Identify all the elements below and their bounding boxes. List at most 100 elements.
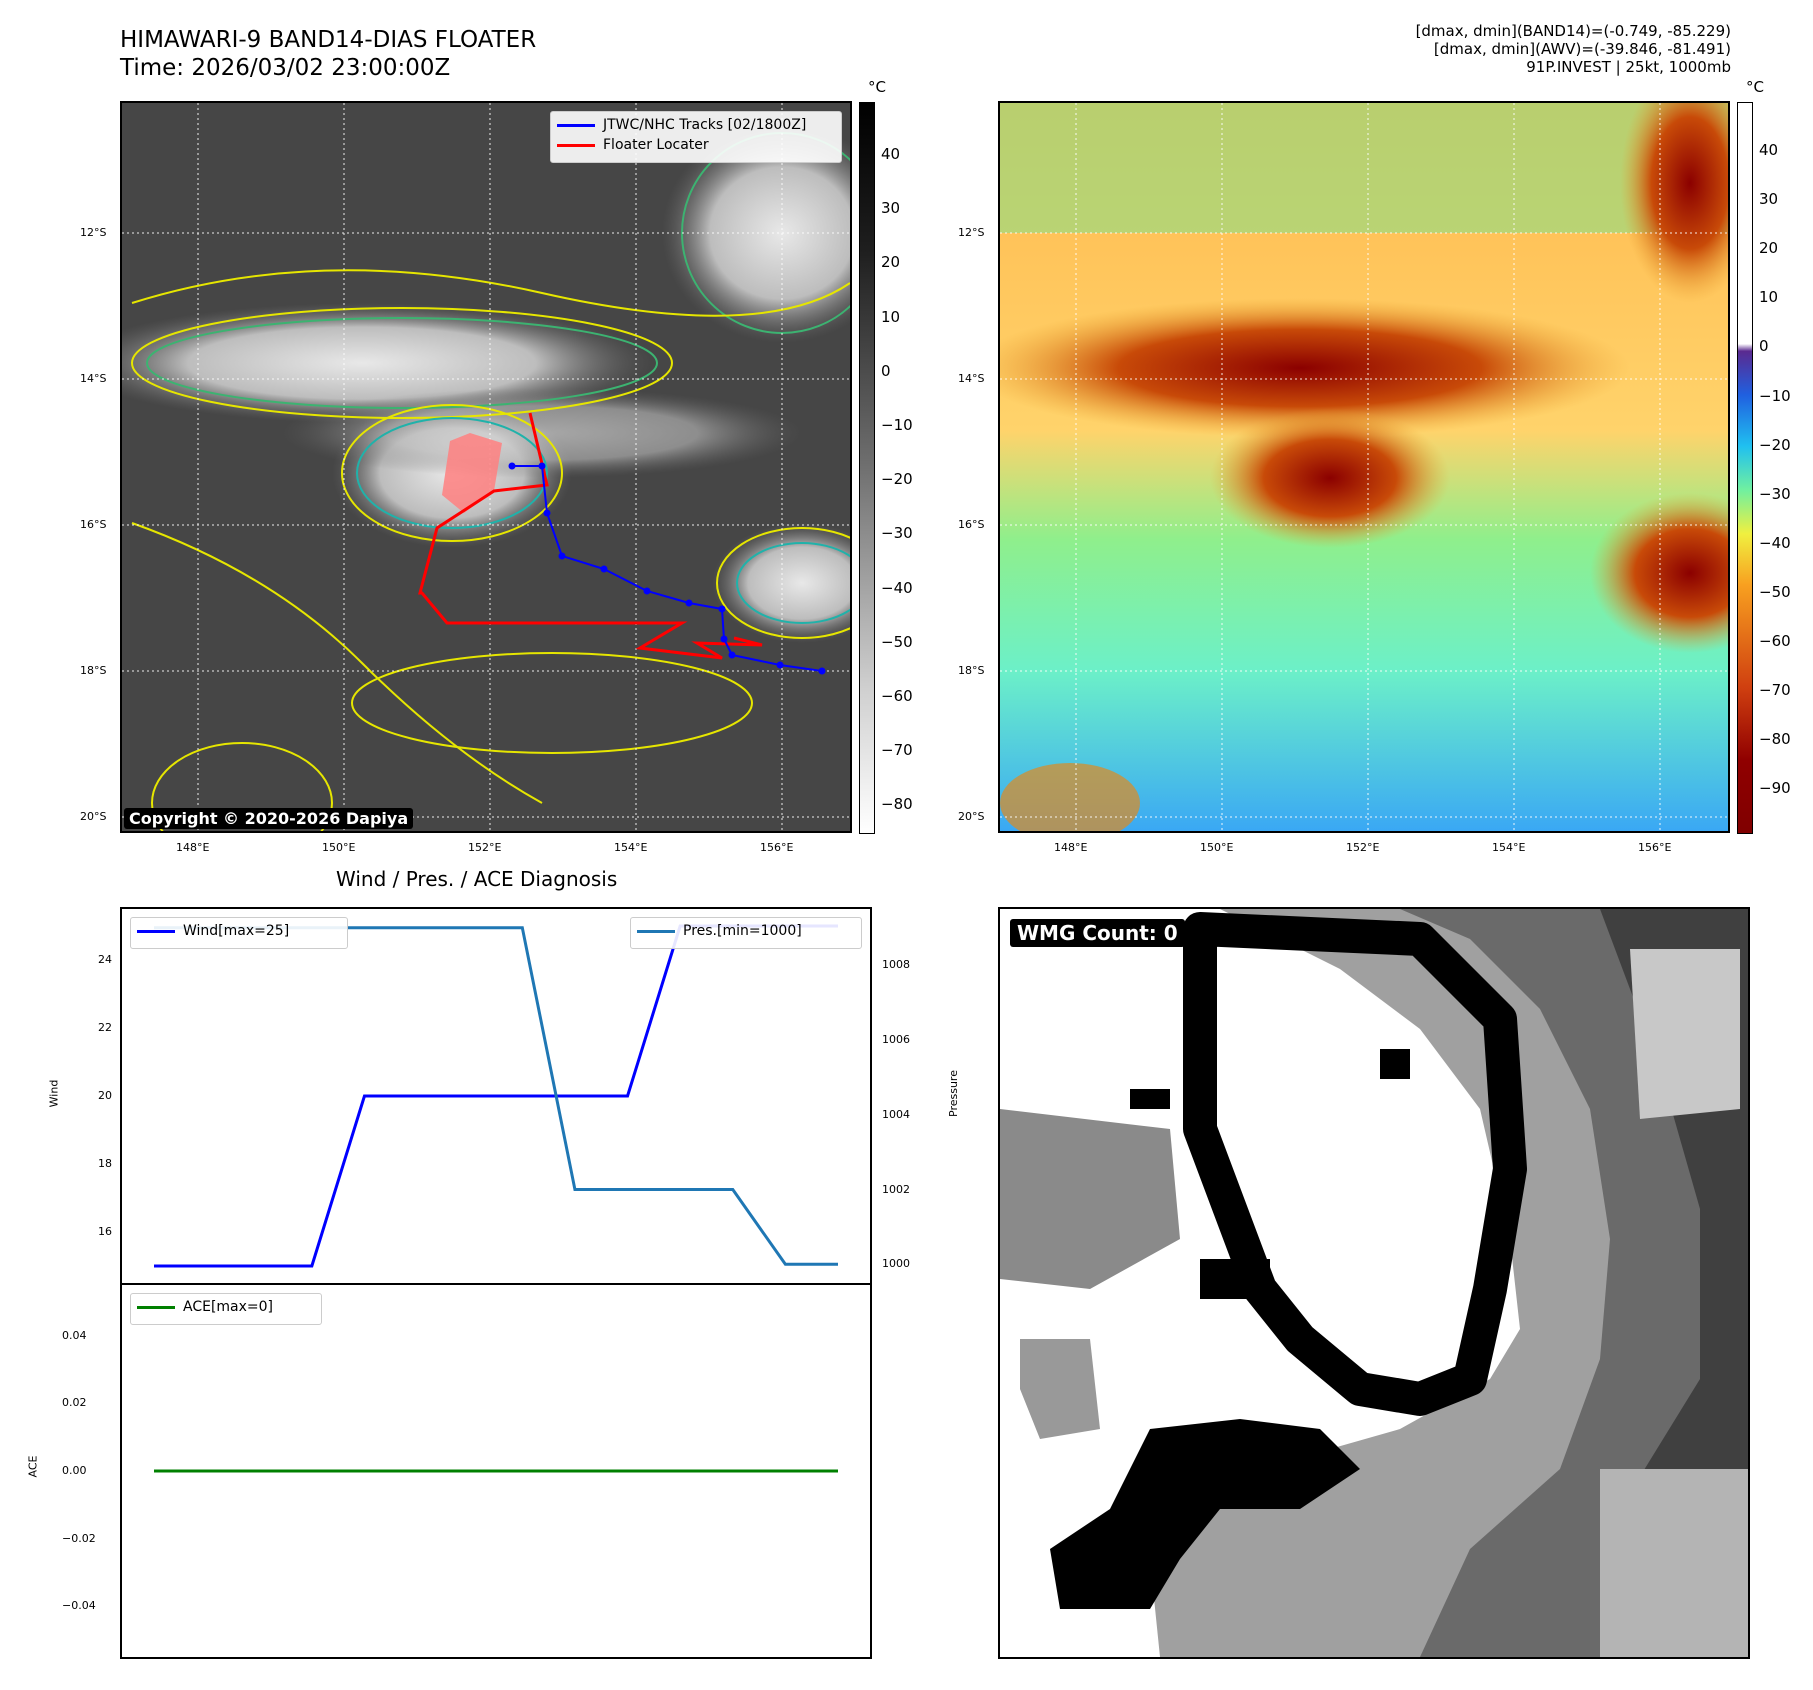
awv-colorbar-tick-0: 40: [1759, 141, 1779, 159]
awv-colorbar-tick-2: 20: [1759, 239, 1779, 258]
pres-tick-2: 1004: [882, 1107, 910, 1121]
awv-colorbar-tick-5: −10: [1759, 386, 1791, 405]
wind-tick-0: 24: [98, 953, 112, 966]
ir-colorbar-tick-12: −80: [881, 795, 913, 814]
ace-tick-3: −0.02: [62, 1531, 96, 1545]
awv-colorbar-tick-8: −40: [1759, 533, 1791, 552]
wind-pressure-plot: [154, 924, 838, 1268]
wind-tick-4: 16: [98, 1225, 112, 1238]
awv-colorbar-tick-6: −20: [1759, 435, 1791, 454]
awv-lon-tick-3: 154°E: [1492, 841, 1526, 854]
ace-legend-label: ACE[max=0]: [183, 1299, 274, 1315]
pres-ylabel: Pressure: [946, 1070, 960, 1117]
awv-colorbar-tick-10: −60: [1759, 632, 1791, 650]
wind-legend-label: Wind[max=25]: [183, 923, 290, 939]
stats-line-1: [dmax, dmin](BAND14)=(-0.749, -85.229): [1415, 22, 1731, 40]
awv-lat-tick-4: 20°S: [958, 810, 985, 823]
ir-colorbar-tick-10: −60: [881, 687, 913, 705]
stats-block: [dmax, dmin](BAND14)=(-0.749, -85.229) […: [1416, 22, 1731, 76]
ir-lat-tick-2: 16°S: [80, 518, 107, 531]
chart-title: HIMAWARI-9 BAND14-DIAS FLOATER Time: 202…: [120, 26, 536, 82]
ace-tick-0: 0.04: [62, 1328, 87, 1342]
wind-ylabel: Wind: [47, 1079, 61, 1108]
wind-pressure-panel: Wind[max=25] Pres.[min=1000]: [120, 907, 872, 1285]
ace-tick-1: 0.02: [62, 1396, 87, 1410]
ace-tick-4: −0.04: [62, 1599, 96, 1613]
pres-legend-swatch: [637, 929, 675, 933]
wmg-count-label: WMG Count: 0: [1010, 919, 1185, 947]
awv-lon-tick-1: 150°E: [1200, 841, 1234, 854]
ir-lon-tick-3: 154°E: [614, 841, 648, 854]
diagnosis-title: Wind / Pres. / ACE Diagnosis: [336, 867, 618, 891]
floater-locater-line: [418, 412, 763, 660]
track-legend-label: JTWC/NHC Tracks [02/1800Z]: [603, 117, 807, 133]
map-legend: JTWC/NHC Tracks [02/1800Z] Floater Locat…: [550, 111, 842, 163]
ir-colorbar-tick-5: −10: [881, 416, 913, 434]
copyright-label: Copyright © 2020-2026 Dapiya: [124, 808, 414, 829]
awv-lat-tick-0: 12°S: [958, 226, 985, 239]
awv-colorbar-tick-4: 0: [1759, 337, 1769, 356]
ir-colorbar-tick-9: −50: [881, 632, 913, 651]
ir-lon-tick-1: 150°E: [322, 841, 356, 854]
ace-plot: [154, 1469, 838, 1473]
pres-legend-label: Pres.[min=1000]: [683, 923, 802, 939]
stats-line-2: [dmax, dmin](AWV)=(-39.846, -81.491): [1433, 40, 1731, 58]
ir-lat-tick-1: 14°S: [80, 372, 107, 385]
ir-colorbar-tick-0: 40: [881, 145, 901, 163]
ir-colorbar: [859, 102, 875, 834]
pres-legend: Pres.[min=1000]: [630, 917, 862, 949]
ir-map-svg: [122, 103, 850, 831]
ir-lon-tick-2: 152°E: [468, 841, 502, 854]
ace-tick-2: 0.00: [62, 1464, 87, 1477]
pres-tick-1: 1006: [882, 1032, 910, 1046]
awv-colorbar-unit: °C: [1746, 78, 1764, 96]
awv-map-panel: [998, 101, 1730, 833]
awv-map-svg: [1000, 103, 1728, 831]
wind-tick-3: 18: [98, 1157, 112, 1170]
stats-line-3: 91P.INVEST | 25kt, 1000mb: [1526, 58, 1731, 76]
ace-panel: ACE[max=0]: [120, 1283, 872, 1659]
awv-lat-tick-3: 18°S: [958, 664, 985, 677]
ace-legend: ACE[max=0]: [130, 1293, 322, 1325]
wmg-panel: WMG Count: 0: [998, 907, 1750, 1659]
awv-lon-tick-0: 148°E: [1054, 841, 1088, 854]
ir-colorbar-tick-4: 0: [881, 361, 891, 380]
wind-tick-1: 22: [98, 1021, 112, 1034]
awv-lon-tick-2: 152°E: [1346, 841, 1380, 854]
ir-lon-tick-0: 148°E: [176, 841, 210, 854]
title-line-2: Time: 2026/03/02 23:00:00Z: [120, 55, 451, 81]
awv-colorbar: [1737, 102, 1753, 834]
ir-lon-tick-4: 156°E: [760, 841, 794, 854]
ir-colorbar-unit: °C: [868, 78, 886, 96]
awv-colorbar-tick-13: −90: [1759, 779, 1791, 798]
awv-colorbar-tick-12: −80: [1759, 730, 1791, 749]
ir-colorbar-tick-1: 30: [881, 199, 901, 218]
pres-tick-0: 1008: [882, 958, 910, 972]
pres-tick-3: 1002: [882, 1182, 910, 1196]
ir-colorbar-tick-7: −30: [881, 524, 913, 543]
awv-colorbar-tick-11: −70: [1759, 681, 1791, 700]
awv-colorbar-tick-9: −50: [1759, 582, 1791, 601]
awv-colorbar-tick-7: −30: [1759, 484, 1791, 503]
floater-region: [442, 433, 502, 513]
jtwc-track-points: [508, 462, 826, 675]
track-legend-swatch: [557, 123, 595, 127]
ace-legend-swatch: [137, 1305, 175, 1309]
wind-legend: Wind[max=25]: [130, 917, 348, 949]
wind-series-line: [154, 924, 838, 1268]
wind-tick-2: 20: [98, 1089, 112, 1102]
pres-tick-4: 1000: [882, 1257, 910, 1271]
awv-colorbar-tick-1: 30: [1759, 190, 1779, 209]
ir-colorbar-tick-11: −70: [881, 741, 913, 760]
awv-lat-tick-2: 16°S: [958, 518, 985, 531]
awv-lon-tick-4: 156°E: [1638, 841, 1672, 854]
wmg-map-svg: [1000, 909, 1748, 1657]
ir-lat-tick-4: 20°S: [80, 810, 107, 823]
awv-colorbar-tick-3: 10: [1759, 288, 1779, 307]
ir-colorbar-tick-8: −40: [881, 578, 913, 597]
ir-map-panel: JTWC/NHC Tracks [02/1800Z] Floater Locat…: [120, 101, 852, 833]
wind-legend-swatch: [137, 929, 175, 933]
ir-lat-tick-0: 12°S: [80, 226, 107, 239]
jtwc-track-line: [512, 465, 823, 672]
ace-ylabel: ACE: [26, 1455, 40, 1478]
